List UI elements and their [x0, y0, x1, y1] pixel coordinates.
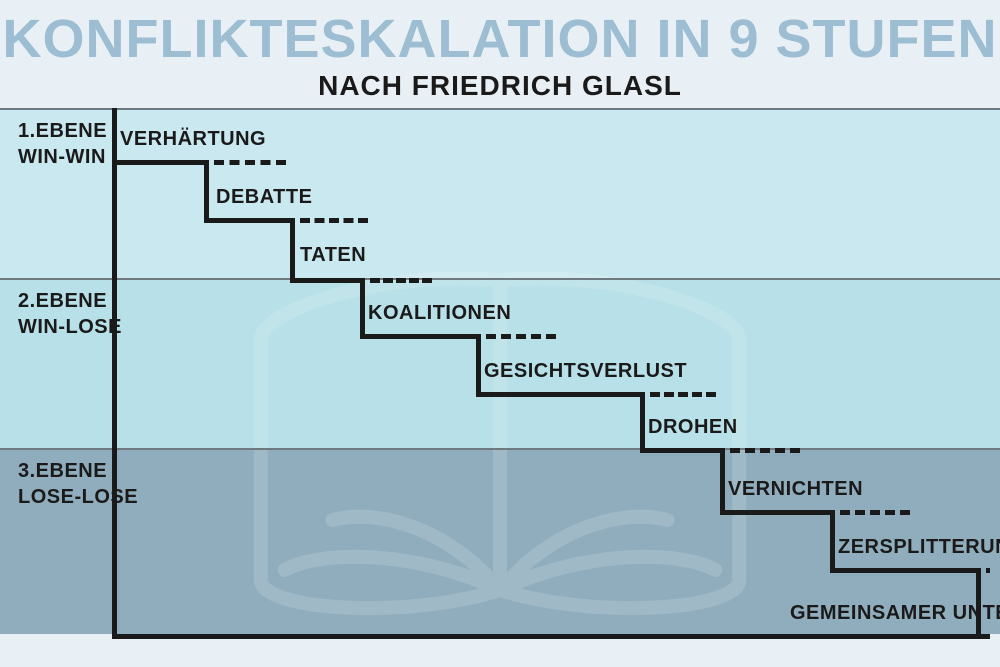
- level-line1: 1.Ebene: [18, 118, 107, 144]
- level-line2: Win-Win: [18, 144, 107, 170]
- step-2-drop: [204, 160, 209, 223]
- step-6-tread: [640, 448, 725, 453]
- step-1-dash: [214, 160, 286, 165]
- step-7-drop: [720, 448, 725, 515]
- level-line1: 3.Ebene: [18, 458, 138, 484]
- level-line1: 2.Ebene: [18, 288, 122, 314]
- step-4-drop: [360, 278, 365, 339]
- step-6-dash: [730, 448, 800, 453]
- step-5-label: Gesichtsverlust: [484, 360, 687, 383]
- page-title: Konflikteskalation in 9 Stufen: [0, 8, 1000, 70]
- step-3-dash: [370, 278, 432, 283]
- level-label-3: 3.EbeneLose-Lose: [18, 458, 138, 510]
- step-5-dash: [650, 392, 716, 397]
- level-label-1: 1.EbeneWin-Win: [18, 118, 107, 170]
- step-8-drop: [830, 510, 835, 573]
- step-8-tread: [830, 568, 981, 573]
- step-4-dash: [486, 334, 556, 339]
- step-2-label: Debatte: [216, 186, 312, 209]
- step-6-label: Drohen: [648, 416, 738, 439]
- axis-vertical: [112, 108, 117, 639]
- step-1-tread: [112, 160, 209, 165]
- step-3-drop: [290, 218, 295, 283]
- step-3-label: Taten: [300, 244, 366, 267]
- rule-level-1: [0, 108, 1000, 110]
- step-6-drop: [640, 392, 645, 453]
- step-2-tread: [204, 218, 295, 223]
- rule-level-2: [0, 278, 1000, 280]
- step-8-label: Zersplitterung: [838, 536, 1000, 559]
- step-7-dash: [840, 510, 910, 515]
- step-5-drop: [476, 334, 481, 397]
- step-4-tread: [360, 334, 481, 339]
- axis-horizontal: [112, 634, 990, 639]
- step-7-tread: [720, 510, 835, 515]
- step-8-dash: [986, 568, 990, 573]
- step-3-tread: [290, 278, 365, 283]
- rule-level-3: [0, 448, 1000, 450]
- step-9-label: Gemeinsamer Untergang: [790, 602, 1000, 625]
- step-9-dash: [986, 634, 990, 639]
- level-line2: Win-Lose: [18, 314, 122, 340]
- step-2-dash: [300, 218, 368, 223]
- step-4-label: Koalitionen: [368, 302, 511, 325]
- page-subtitle: nach Friedrich Glasl: [0, 70, 1000, 102]
- level-label-2: 2.EbeneWin-Lose: [18, 288, 122, 340]
- step-1-label: Verhärtung: [120, 128, 266, 151]
- level-line2: Lose-Lose: [18, 484, 138, 510]
- step-5-tread: [476, 392, 645, 397]
- step-7-label: Vernichten: [728, 478, 863, 501]
